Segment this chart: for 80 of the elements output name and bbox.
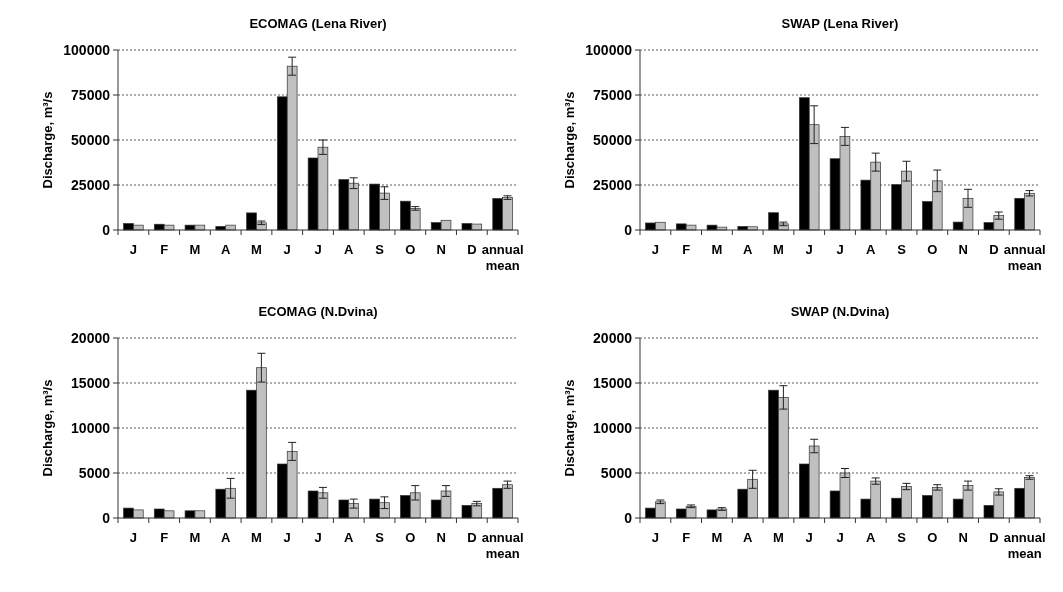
y-tick-label: 20000 bbox=[71, 329, 111, 346]
x-tick-label: J bbox=[129, 242, 137, 257]
x-tick-label: M bbox=[711, 242, 723, 257]
x-tick-label: J bbox=[283, 530, 291, 545]
x-tick-label: A bbox=[221, 530, 231, 545]
y-tick-label: 25000 bbox=[593, 176, 633, 193]
y-tick-label: 5000 bbox=[600, 464, 633, 481]
x-tick-label: F bbox=[682, 530, 691, 545]
y-tick-label: 0 bbox=[102, 221, 111, 238]
y-tick-label: 75000 bbox=[593, 86, 633, 103]
x-tick-label: A bbox=[743, 530, 753, 545]
x-tick-label: S bbox=[897, 530, 907, 545]
x-tick-label: annual mean bbox=[481, 242, 524, 273]
x-tick-label: annual mean bbox=[481, 530, 524, 561]
y-axis-title: Discharge, m³/s bbox=[40, 379, 55, 477]
x-tick-label: J bbox=[651, 530, 659, 545]
x-tick-label: F bbox=[160, 530, 169, 545]
x-tick-label: annual mean bbox=[1003, 530, 1046, 561]
x-tick-label: J bbox=[836, 530, 844, 545]
x-tick-label: A bbox=[743, 242, 753, 257]
chart-title: ECOMAG (Lena River) bbox=[249, 16, 387, 31]
y-tick-label: 15000 bbox=[71, 374, 111, 391]
y-tick-label: 20000 bbox=[593, 329, 633, 346]
x-tick-label: F bbox=[160, 242, 169, 257]
x-tick-label: A bbox=[221, 242, 231, 257]
x-tick-label: J bbox=[129, 530, 137, 545]
x-tick-label: D bbox=[467, 242, 477, 257]
x-tick-label: A bbox=[344, 242, 355, 257]
x-tick-label: J bbox=[314, 242, 322, 257]
x-tick-label: M bbox=[711, 530, 723, 545]
x-tick-label: D bbox=[989, 242, 999, 257]
x-tick-label: O bbox=[927, 530, 938, 545]
x-tick-label: O bbox=[405, 242, 416, 257]
x-tick-label: J bbox=[836, 242, 844, 257]
x-tick-label: M bbox=[773, 530, 784, 545]
x-tick-label: N bbox=[436, 242, 446, 257]
x-tick-label: N bbox=[958, 242, 968, 257]
y-tick-label: 50000 bbox=[593, 131, 633, 148]
y-tick-label: 0 bbox=[624, 221, 633, 238]
x-tick-label: J bbox=[805, 242, 813, 257]
y-tick-label: 15000 bbox=[593, 374, 633, 391]
x-tick-label: A bbox=[866, 530, 877, 545]
y-tick-label: 75000 bbox=[71, 86, 111, 103]
y-tick-label: 10000 bbox=[593, 419, 633, 436]
x-tick-label: J bbox=[651, 242, 659, 257]
x-tick-label: S bbox=[375, 242, 385, 257]
y-tick-label: 10000 bbox=[71, 419, 111, 436]
y-tick-label: 50000 bbox=[71, 131, 111, 148]
x-tick-label: J bbox=[314, 530, 322, 545]
y-axis-title: Discharge, m³/s bbox=[40, 91, 55, 189]
x-tick-label: A bbox=[866, 242, 877, 257]
y-tick-label: 5000 bbox=[78, 464, 111, 481]
x-tick-label: M bbox=[189, 530, 201, 545]
x-tick-label: F bbox=[682, 242, 691, 257]
y-tick-label: 0 bbox=[624, 509, 633, 526]
y-tick-label: 100000 bbox=[63, 41, 111, 58]
chart-title: SWAP (Lena River) bbox=[781, 16, 899, 31]
chart-title: ECOMAG (N.Dvina) bbox=[258, 304, 378, 319]
y-axis-title: Discharge, m³/s bbox=[562, 91, 577, 189]
x-tick-label: D bbox=[989, 530, 999, 545]
y-tick-label: 25000 bbox=[71, 176, 111, 193]
x-tick-label: M bbox=[251, 242, 262, 257]
x-tick-label: O bbox=[405, 530, 416, 545]
x-tick-label: A bbox=[344, 530, 355, 545]
x-tick-label: O bbox=[927, 242, 938, 257]
x-tick-label: M bbox=[773, 242, 784, 257]
y-tick-label: 0 bbox=[102, 509, 111, 526]
x-tick-label: M bbox=[251, 530, 262, 545]
x-tick-label: N bbox=[436, 530, 446, 545]
chart-title: SWAP (N.Dvina) bbox=[790, 304, 890, 319]
x-tick-label: annual mean bbox=[1003, 242, 1046, 273]
x-tick-label: M bbox=[189, 242, 201, 257]
x-tick-label: N bbox=[958, 530, 968, 545]
x-tick-label: D bbox=[467, 530, 477, 545]
x-tick-label: S bbox=[897, 242, 907, 257]
y-axis-title: Discharge, m³/s bbox=[562, 379, 577, 477]
x-tick-label: S bbox=[375, 530, 385, 545]
x-tick-label: J bbox=[805, 530, 813, 545]
y-tick-label: 100000 bbox=[585, 41, 633, 58]
x-tick-label: J bbox=[283, 242, 291, 257]
